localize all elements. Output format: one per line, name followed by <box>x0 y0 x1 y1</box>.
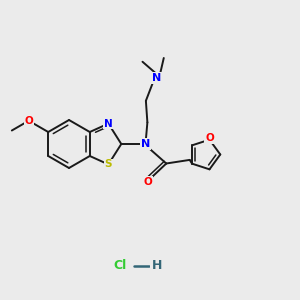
Text: O: O <box>205 133 214 143</box>
Text: O: O <box>144 176 153 187</box>
Text: Cl: Cl <box>113 259 127 272</box>
Text: H: H <box>152 259 162 272</box>
Text: N: N <box>141 139 151 149</box>
Text: O: O <box>24 116 33 126</box>
Text: S: S <box>105 159 112 170</box>
Text: N: N <box>104 118 113 129</box>
Text: N: N <box>152 73 161 83</box>
